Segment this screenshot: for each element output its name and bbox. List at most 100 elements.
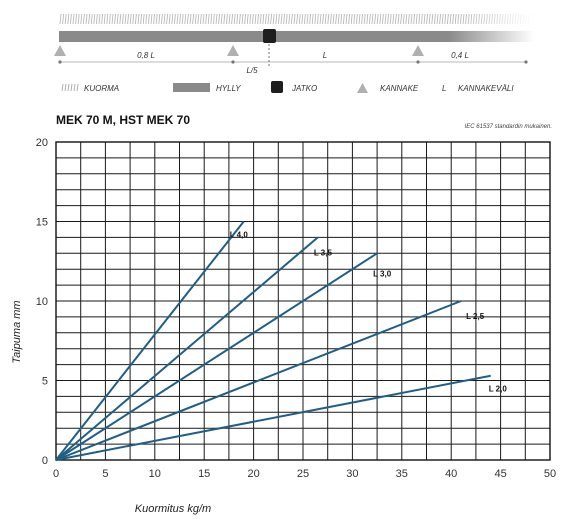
load-hatch-stroke	[366, 13, 369, 25]
load-hatch-stroke	[103, 13, 106, 25]
load-hatch-stroke	[472, 13, 475, 25]
load-hatch-stroke	[166, 13, 169, 25]
x-axis-label: Kuormitus kg/m	[135, 503, 211, 515]
load-hatch-stroke	[153, 13, 156, 25]
load-hatch-stroke	[322, 13, 325, 25]
load-hatch-stroke	[355, 13, 358, 25]
series-line	[55, 236, 319, 461]
series-labels: L 4,0 L 3,5 L 3,0 L 2,5 L 2,0	[230, 231, 508, 394]
load-hatch-stroke	[319, 13, 322, 25]
load-hatch-stroke	[173, 13, 176, 25]
span-letter-icon: L	[442, 84, 446, 93]
load-hatch-stroke	[88, 13, 91, 25]
x-tick-label: 40	[445, 468, 457, 480]
support-triangle-left	[54, 45, 66, 56]
load-hatch-stroke	[501, 13, 504, 25]
load-hatch-stroke	[67, 13, 70, 25]
standard-note: IEC 61537 standardin mukainen.	[465, 124, 552, 130]
load-hatch-stroke	[374, 13, 377, 25]
load-hatch-stroke	[496, 13, 499, 25]
y-tick-labels: 0 5 10 15 20	[36, 137, 48, 467]
load-hatch-stroke	[522, 13, 525, 25]
load-hatch-stroke	[340, 13, 343, 25]
load-hatch-stroke	[491, 13, 494, 25]
load-hatch-stroke	[504, 13, 507, 25]
load-hatch-stroke	[238, 13, 241, 25]
load-hatch-stroke	[462, 13, 465, 25]
load-hatch-stroke	[423, 13, 426, 25]
load-hatch-stroke	[288, 13, 291, 25]
load-hatch-stroke	[353, 13, 356, 25]
load-hatch-stroke	[433, 13, 436, 25]
load-hatch-stroke	[301, 13, 304, 25]
load-hatch-stroke	[293, 13, 296, 25]
load-hatch-stroke	[106, 13, 109, 25]
load-hatch-stroke	[231, 13, 234, 25]
load-hatch-stroke	[379, 13, 382, 25]
x-tick-label: 50	[544, 468, 556, 480]
load-hatch-stroke	[244, 13, 247, 25]
load-hatch-stroke	[176, 13, 179, 25]
load-hatch-stroke	[119, 13, 122, 25]
support-triangle-right	[412, 45, 424, 56]
legend-item-shelf: HYLLY	[173, 83, 241, 93]
load-hatch-stroke	[101, 13, 104, 25]
load-hatch-stroke	[184, 13, 187, 25]
load-hatch-stroke	[254, 13, 257, 25]
load-hatch-stroke	[259, 13, 262, 25]
grid-major	[55, 141, 551, 461]
load-hatch-stroke	[345, 13, 348, 25]
load-hatch-stroke	[225, 13, 228, 25]
load-hatch-stroke	[311, 13, 314, 25]
load-hatch-stroke	[233, 13, 236, 25]
load-hatch-stroke	[454, 13, 457, 25]
load-hatch-stroke	[223, 13, 226, 25]
y-tick-label: 0	[42, 455, 48, 467]
load-hatch-stroke	[405, 13, 408, 25]
load-hatch-stroke	[332, 13, 335, 25]
load-hatch-stroke	[335, 13, 338, 25]
legend-item-load: KUORMA	[61, 83, 119, 93]
load-hatch-stroke	[127, 13, 130, 25]
load-hatch-stroke	[75, 13, 78, 25]
load-hatch-stroke	[350, 13, 353, 25]
x-tick-label: 20	[247, 468, 259, 480]
load-hatch-stroke	[470, 13, 473, 25]
load-hatch-stroke	[280, 13, 283, 25]
load-hatch-stroke	[80, 13, 83, 25]
load-hatch-stroke	[205, 13, 208, 25]
load-hatch-stroke	[488, 13, 491, 25]
load-hatch-stroke	[251, 13, 254, 25]
shelf-bar	[59, 31, 534, 42]
load-hatch-stroke	[132, 13, 135, 25]
load-hatch-stroke	[400, 13, 403, 25]
load-hatch-stroke	[158, 13, 161, 25]
series-lines	[55, 220, 491, 461]
series-label: L 3,0	[373, 269, 392, 278]
load-hatch-stroke	[264, 13, 267, 25]
load-hatch-stroke	[387, 13, 390, 25]
load-hatch-stroke	[376, 13, 379, 25]
series-label: L 2,0	[489, 385, 508, 394]
load-hatch-stroke	[207, 13, 210, 25]
load-hatch-stroke	[457, 13, 460, 25]
load-hatch-stroke	[197, 13, 200, 25]
load-hatch-stroke	[480, 13, 483, 25]
load-hatch-stroke	[452, 13, 455, 25]
load-hatch-stroke	[114, 13, 117, 25]
load-hatch-stroke	[413, 13, 416, 25]
load-hatch-stroke	[441, 13, 444, 25]
load-hatch-stroke	[290, 13, 293, 25]
load-hatch-stroke	[147, 13, 150, 25]
load-hatch-stroke	[186, 13, 189, 25]
load-hatch-stroke	[506, 13, 509, 25]
load-hatch-stroke	[189, 13, 192, 25]
load-hatch-stroke	[329, 13, 332, 25]
load-hatch-stroke	[392, 13, 395, 25]
load-hatch-stroke	[407, 13, 410, 25]
load-hatch-stroke	[270, 13, 273, 25]
load-hatch-stroke	[316, 13, 319, 25]
load-hatch-stroke	[179, 13, 182, 25]
load-hatch-stroke	[524, 13, 527, 25]
load-hatch-stroke	[215, 13, 218, 25]
